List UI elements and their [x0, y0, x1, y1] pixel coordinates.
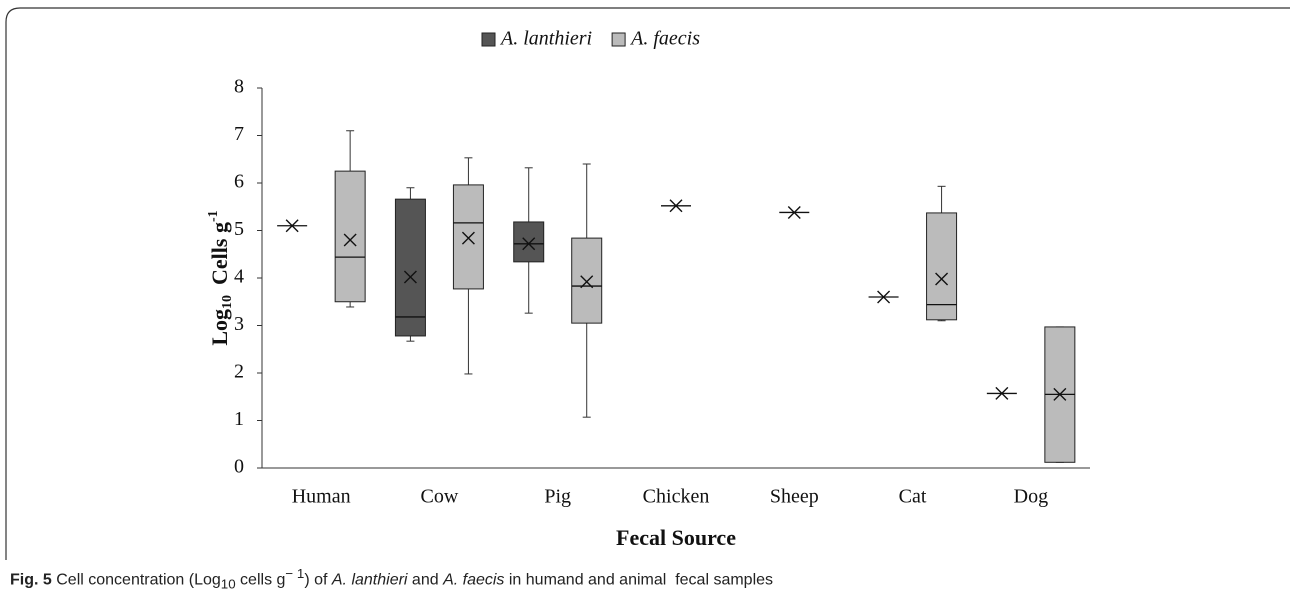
y-tick-label: 7: [234, 123, 244, 145]
mean: [787, 205, 801, 219]
mean: [522, 237, 536, 251]
y-label-part: -1: [206, 210, 221, 222]
y-tick-label: 5: [234, 218, 244, 240]
mean: [669, 199, 683, 213]
x-tick-label: Chicken: [643, 486, 710, 508]
box: [334, 170, 366, 303]
y-tick-label: 1: [234, 408, 244, 430]
x-tick-label: Sheep: [770, 486, 819, 508]
caption-part: A. faecis: [443, 571, 505, 589]
x-tick-label: Pig: [544, 486, 571, 508]
legend-swatch: [611, 32, 626, 47]
caption-part: A. lanthieri: [331, 571, 408, 589]
mean: [285, 219, 299, 233]
box: [513, 221, 545, 263]
x-tick-label: Cat: [899, 486, 927, 508]
legend-label: A. lanthieri: [499, 28, 592, 50]
x-axis-label: Fecal Source: [616, 525, 736, 550]
mean: [461, 231, 475, 245]
box: [452, 184, 484, 290]
caption-part: ) of: [304, 571, 332, 589]
x-tick-label: Human: [292, 486, 351, 508]
mean: [995, 386, 1009, 400]
y-axis-label: Log10 Cells g-1: [206, 210, 235, 345]
y-tick-label: 8: [234, 76, 244, 98]
y-label-part: Log: [207, 309, 232, 346]
y-tick-label: 4: [234, 266, 244, 288]
caption-part: and: [407, 571, 444, 589]
y-tick-label: 6: [234, 171, 244, 193]
x-tick-label: Cow: [421, 486, 459, 508]
caption-label: Fig. 5: [10, 571, 52, 589]
y-label-part: Cells g: [207, 222, 232, 285]
mean: [1053, 387, 1067, 401]
x-tick-label: Dog: [1014, 486, 1048, 508]
caption-part: 10: [220, 576, 236, 592]
mean: [935, 272, 949, 286]
box: [571, 237, 603, 324]
chart: Fecal Source Log10 Cells g-1 0 1 2 3 4 5 6 7 8 A. …: [5, 7, 1290, 560]
mean: [403, 270, 417, 284]
y-tick-label: 2: [234, 361, 244, 383]
caption-part: Cell concentration (Log: [56, 571, 221, 589]
caption-part: cells g: [235, 571, 286, 589]
box: [394, 198, 426, 337]
box: [926, 212, 958, 321]
caption: Fig. 5 Cell concentration (Log10 cells g…: [10, 566, 773, 592]
legend-swatch: [481, 32, 496, 47]
y-tick-label: 0: [234, 456, 244, 478]
mean: [580, 275, 594, 289]
legend-label: A. faecis: [629, 28, 700, 50]
caption-part: in humand and animal fecal samples: [504, 571, 774, 589]
y-tick-label: 3: [234, 313, 244, 335]
mean: [343, 233, 357, 247]
frame: [5, 7, 1290, 560]
y-label-part: 10: [220, 295, 235, 309]
mean: [877, 290, 891, 304]
caption-part: − 1: [285, 566, 305, 581]
